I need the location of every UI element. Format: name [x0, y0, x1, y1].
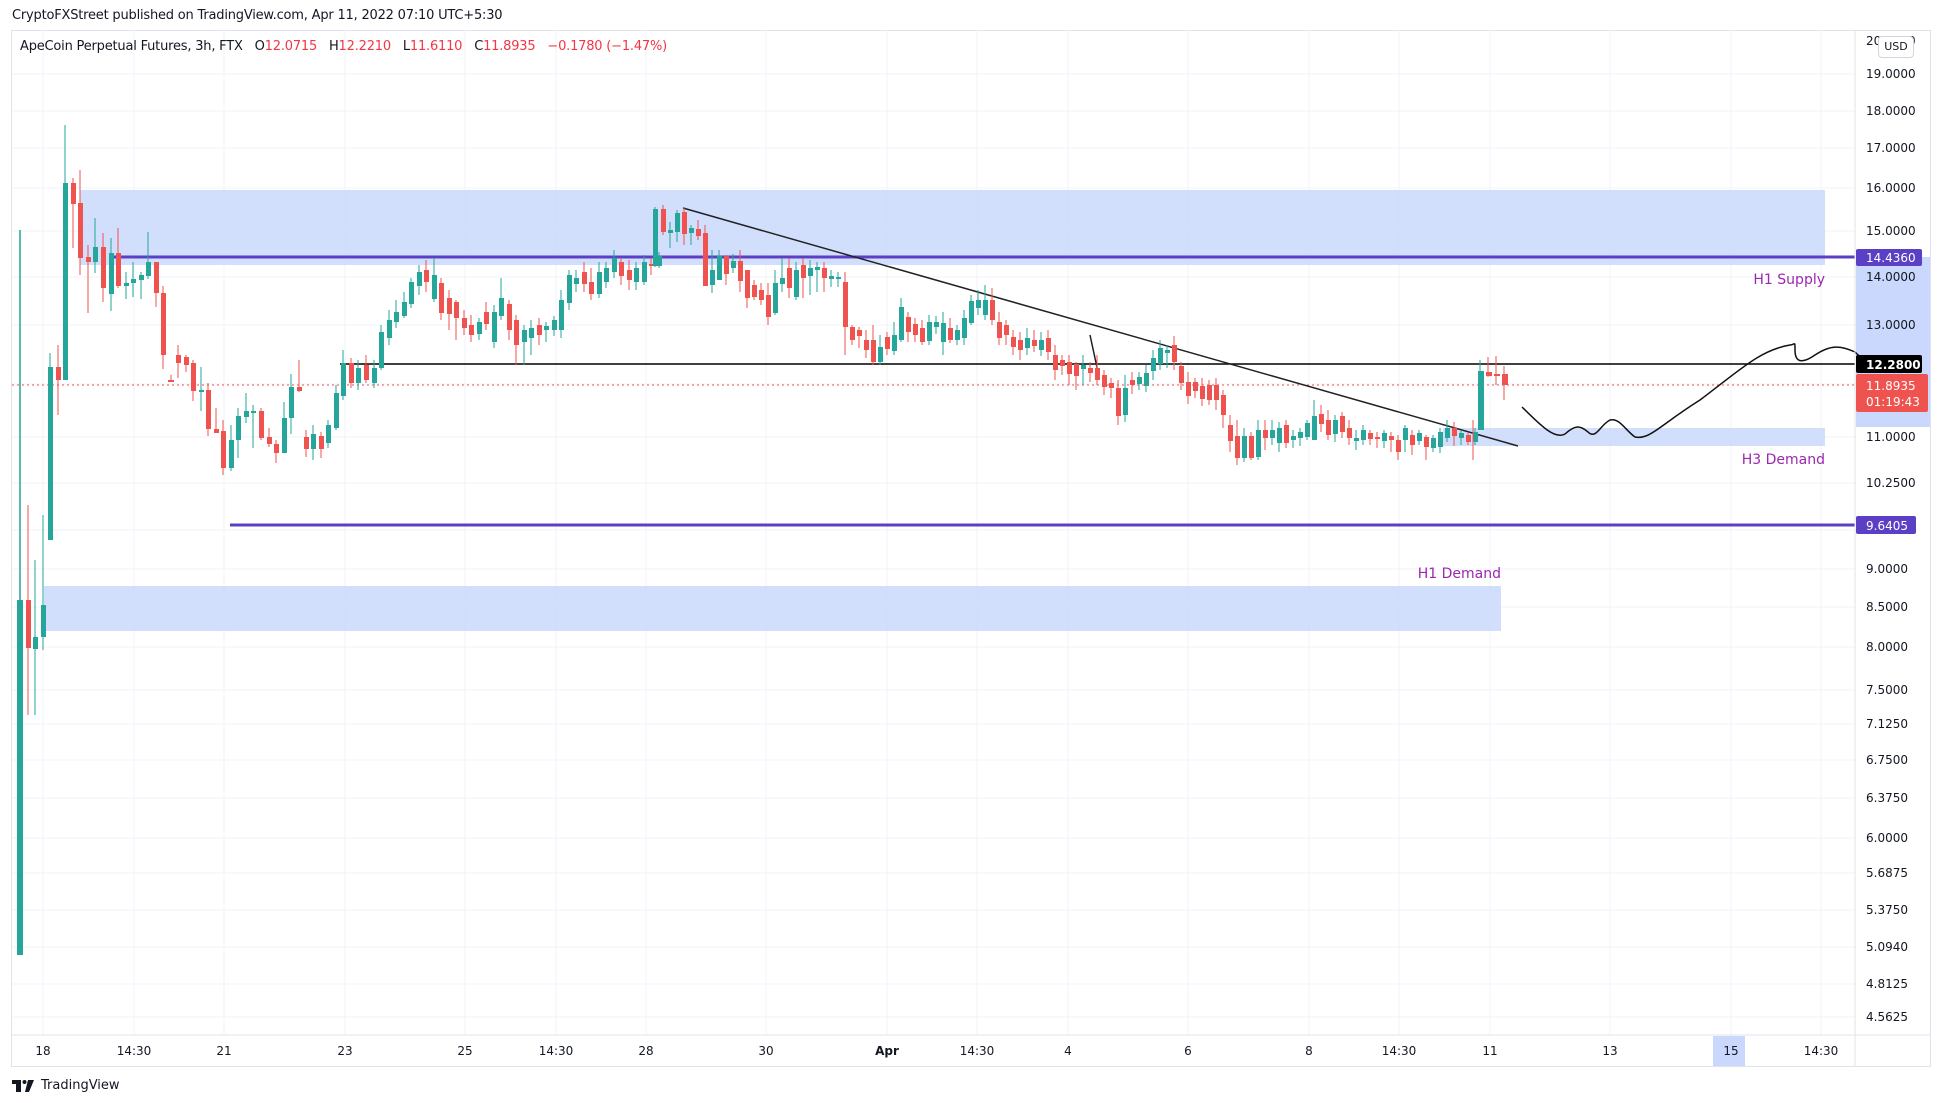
- time-tick: 14:30: [960, 1044, 995, 1058]
- close-value: 11.8935: [483, 39, 536, 54]
- descending-trendline: [682, 207, 1519, 447]
- tradingview-brand[interactable]: TradingView: [12, 1078, 120, 1093]
- time-tick: 30: [758, 1044, 773, 1058]
- price-tick: 6.7500: [1866, 753, 1908, 767]
- grid: [12, 30, 1855, 1035]
- countdown-text: 01:19:43: [1866, 395, 1920, 409]
- candles: [17, 125, 1508, 955]
- h1-demand-label: H1 Demand: [1418, 566, 1501, 582]
- tradingview-logo-icon: [12, 1079, 34, 1092]
- price-tick: 5.6875: [1866, 866, 1908, 880]
- price-tick: 4.5625: [1866, 1010, 1908, 1024]
- price-tick: 10.2500: [1866, 476, 1916, 490]
- time-tick: 15: [1723, 1044, 1738, 1058]
- time-tick: 28: [638, 1044, 653, 1058]
- change-value: −0.1780 (−1.47%): [547, 39, 668, 54]
- price-tick: 15.0000: [1866, 224, 1916, 238]
- h3-demand-label: H3 Demand: [1742, 452, 1825, 468]
- price-tick: 8.0000: [1866, 640, 1908, 654]
- price-tick: 5.0940: [1866, 940, 1908, 954]
- projection-path: [1521, 343, 1911, 439]
- h1-supply-zone: [80, 190, 1825, 265]
- resistance-badge-text: 12.2800: [1866, 358, 1921, 372]
- h1-supply-label: H1 Supply: [1753, 272, 1825, 288]
- price-tick: 11.0000: [1866, 430, 1916, 444]
- time-tick: 14:30: [1804, 1044, 1839, 1058]
- low-label: L: [402, 39, 410, 54]
- price-tick: 13.0000: [1866, 318, 1916, 332]
- time-tick: 11: [1482, 1044, 1497, 1058]
- currency-button[interactable]: USD: [1878, 36, 1914, 58]
- time-tick: 14:30: [1382, 1044, 1417, 1058]
- price-tick: 16.0000: [1866, 181, 1916, 195]
- h1-supply-price-badge: [1856, 249, 1922, 266]
- high-value: 12.2210: [338, 39, 392, 54]
- time-tick: 6: [1184, 1044, 1192, 1058]
- h1-supply-badge-text: 14.4360: [1866, 251, 1916, 265]
- time-tick: 25: [457, 1044, 472, 1058]
- price-tick: 7.1250: [1866, 717, 1908, 731]
- open-label: O: [254, 39, 265, 54]
- resistance-price-badge: [1856, 355, 1922, 373]
- price-tick: 17.0000: [1866, 141, 1916, 155]
- time-tick: 8: [1305, 1044, 1313, 1058]
- price-tick: 6.0000: [1866, 831, 1908, 845]
- support-badge-text: 9.6405: [1866, 519, 1908, 533]
- close-label: C: [474, 39, 484, 54]
- support-price-badge: [1856, 516, 1916, 534]
- chart-frame: [11, 30, 1931, 1067]
- symbol-title[interactable]: ApeCoin Perpetual Futures, 3h, FTX: [20, 39, 243, 54]
- h1-demand-zone: [44, 586, 1501, 631]
- time-tick: 14:30: [117, 1044, 152, 1058]
- time-tick: 4: [1064, 1044, 1072, 1058]
- publisher-line: CryptoFXStreet published on TradingView.…: [12, 8, 503, 23]
- price-tick: 18.0000: [1866, 104, 1916, 118]
- high-label: H: [328, 39, 339, 54]
- price-tick: 4.8125: [1866, 977, 1908, 991]
- open-value: 12.0715: [264, 39, 318, 54]
- price-tick: 5.3750: [1866, 903, 1908, 917]
- price-tick: 14.0000: [1866, 270, 1916, 284]
- price-tick: 19.0000: [1866, 67, 1916, 81]
- time-tick: 13: [1602, 1044, 1617, 1058]
- time-tick: Apr: [875, 1044, 899, 1058]
- price-tick: 6.3750: [1866, 791, 1908, 805]
- time-tick: 23: [337, 1044, 352, 1058]
- symbol-legend: ApeCoin Perpetual Futures, 3h, FTX O12.0…: [20, 39, 667, 54]
- last-price-badge: [1856, 374, 1928, 412]
- time-tick: 18: [35, 1044, 50, 1058]
- time-tick: 21: [216, 1044, 231, 1058]
- time-tick: 14:30: [539, 1044, 574, 1058]
- low-value: 11.6110: [409, 39, 463, 54]
- last-price-text: 11.8935: [1866, 379, 1916, 393]
- price-tick: 9.0000: [1866, 562, 1908, 576]
- time-highlight: [1713, 1036, 1745, 1066]
- time-axis[interactable]: 18 14:30 21 23 25 14:30 28 30 Apr 14:30 …: [12, 1034, 1930, 1066]
- price-axis[interactable]: 20.0000 19.0000 18.0000 17.0000 16.0000 …: [1854, 30, 1928, 1067]
- brand-name: TradingView: [41, 1078, 120, 1093]
- price-tick: 7.5000: [1866, 683, 1908, 697]
- price-tick: 8.5000: [1866, 600, 1908, 614]
